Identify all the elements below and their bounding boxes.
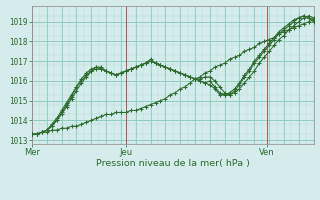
X-axis label: Pression niveau de la mer( hPa ): Pression niveau de la mer( hPa )	[96, 159, 250, 168]
